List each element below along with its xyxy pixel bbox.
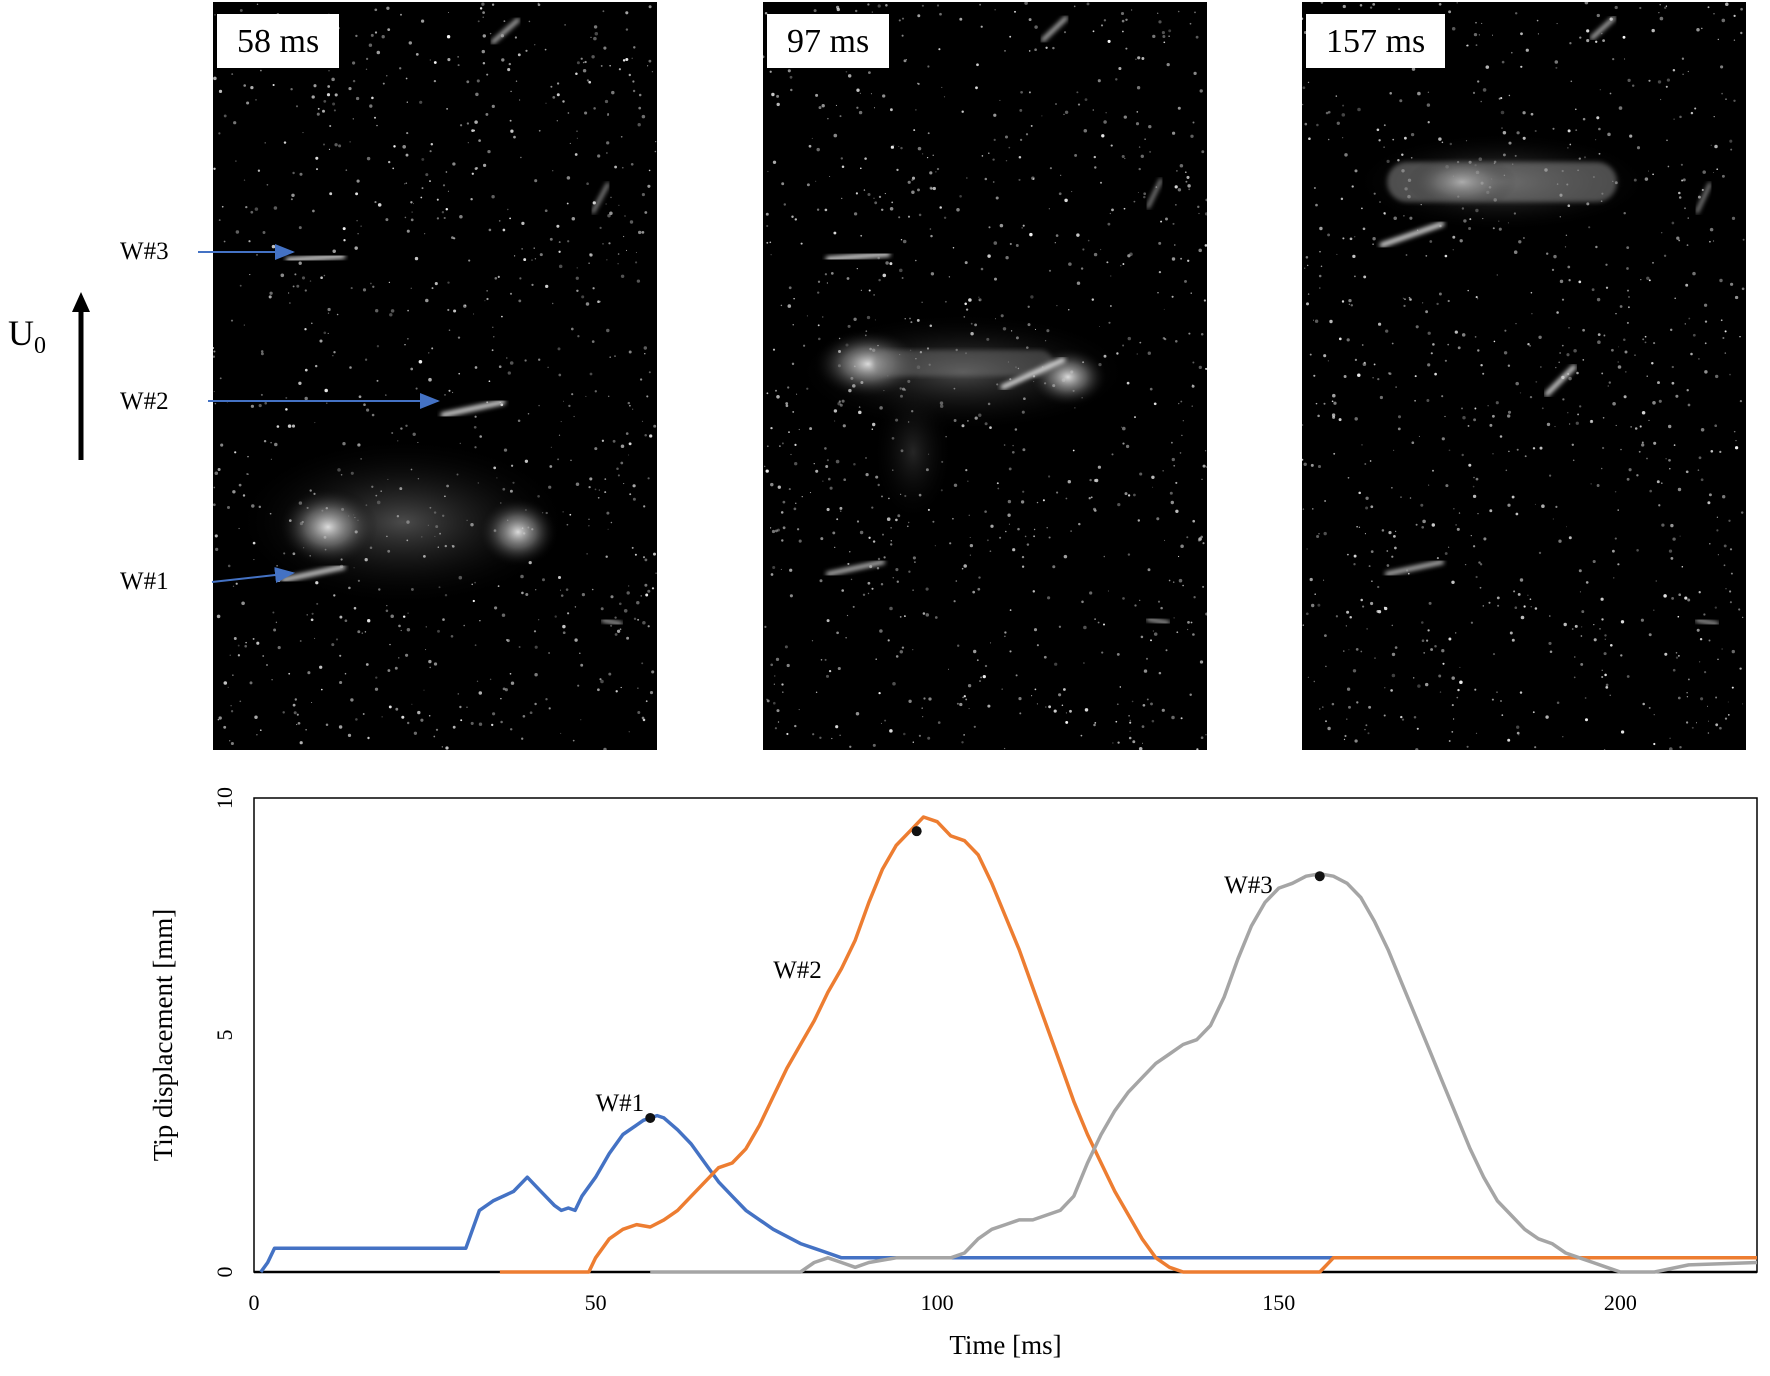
wire-streak-low: [1695, 618, 1719, 626]
x-tick-label: 0: [249, 1290, 260, 1315]
vortex-core-left: [278, 487, 378, 567]
x-tick-label: 150: [1262, 1290, 1295, 1315]
flow-velocity-label: U0: [8, 312, 46, 360]
plot-frame: [253, 797, 1758, 1273]
flow-arrow-icon: [72, 292, 90, 312]
vortex-core-right: [478, 497, 558, 567]
wire-label-w2: W#2: [120, 388, 169, 415]
x-axis-label: Time [ms]: [949, 1330, 1061, 1360]
peak-marker-W2: [911, 826, 922, 837]
time-label-157ms: 157 ms: [1306, 14, 1446, 68]
wire-streak-side: [1146, 178, 1163, 209]
wire-label-w3: W#3: [120, 238, 169, 265]
series-annotation-W2: W#2: [773, 957, 822, 984]
wire-streak-w3: [825, 251, 891, 262]
particle-field: [213, 2, 657, 750]
axis-ticks: 0 50 100 150 200 0 5 10: [212, 787, 1637, 1315]
particle-photo-97ms: [763, 2, 1207, 750]
series-annotation-W1: W#1: [596, 1090, 645, 1117]
wire-streak-low: [1146, 617, 1170, 625]
y-tick-label: 5: [212, 1030, 237, 1041]
wire-label-w1: W#1: [120, 568, 169, 595]
particle-photo-58ms: [213, 2, 657, 750]
y-tick-label: 10: [212, 787, 237, 809]
tip-displacement-chart: 0 50 100 150 200 0 5 10 W#1 W#2 W#3 Time [ms] Tip…: [148, 787, 1758, 1360]
peak-marker-W1: [645, 1112, 656, 1123]
vortex-bridge: [873, 350, 1053, 376]
x-tick-label: 200: [1604, 1290, 1637, 1315]
image-panel-97ms: 97 ms: [763, 2, 1207, 750]
time-label-97ms: 97 ms: [767, 14, 890, 68]
wire-streak-top: [491, 18, 520, 44]
wire-streak-w2: [1000, 357, 1066, 390]
wire-streak-w2: [440, 399, 506, 418]
x-tick-label: 100: [921, 1290, 954, 1315]
wire-streak-w3: [1379, 221, 1445, 248]
image-panel-157ms: 157 ms: [1302, 2, 1746, 750]
wire-streak-w3: [285, 253, 346, 263]
series-annotation-W3: W#3: [1224, 872, 1273, 899]
wire-streak-w1: [826, 560, 885, 576]
wire-streak-top: [1041, 16, 1068, 42]
flow-subscript: 0: [34, 333, 46, 360]
series-markers: [645, 826, 1325, 1123]
x-tick-label: 50: [585, 1290, 607, 1315]
time-label-58ms: 58 ms: [217, 14, 340, 68]
y-axis-label: Tip displacement [mm]: [148, 909, 178, 1161]
flow-symbol: U: [8, 313, 34, 353]
particle-photo-157ms: [1302, 2, 1745, 750]
wire-streak-low: [601, 618, 623, 626]
image-panel-58ms: 58 ms: [213, 2, 657, 750]
wire-streak-side: [1695, 182, 1712, 214]
vortex-wake: [873, 382, 953, 522]
particle-field: [1302, 2, 1745, 750]
wire-streak-w2: [1544, 364, 1577, 397]
series-line-W3: [650, 872, 1758, 1274]
peak-marker-W3: [1314, 871, 1325, 882]
y-tick-label: 0: [212, 1267, 237, 1278]
wire-streak-w1: [1385, 560, 1444, 576]
vortex-core-left: [813, 329, 923, 399]
series-line-W2: [499, 815, 1757, 1274]
wire-streak-side: [591, 182, 610, 214]
series-annotations: W#1 W#2 W#3: [596, 872, 1273, 1117]
wire-streak-top: [1590, 16, 1616, 40]
vortex-core: [1407, 154, 1517, 210]
